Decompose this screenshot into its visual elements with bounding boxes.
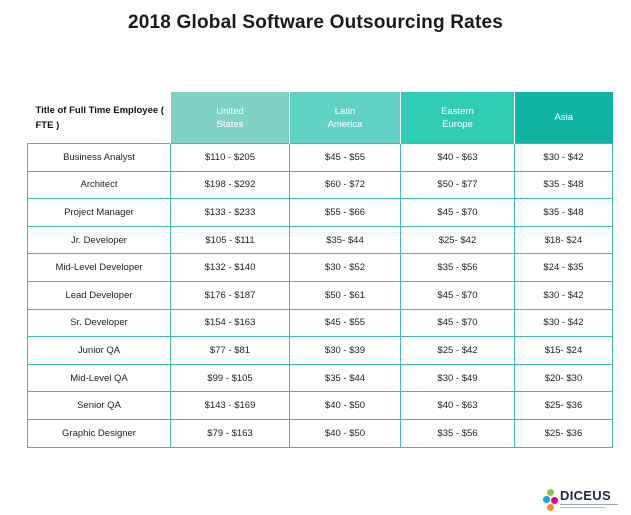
logo-wordmark: DICEUS [560, 488, 611, 503]
rate-cell: $176 - $187 [170, 280, 290, 310]
row-role-label: Lead Developer [27, 280, 171, 310]
rate-cell: $60 - $72 [289, 170, 401, 200]
diceus-logo: DICEUS [543, 487, 623, 513]
rate-cell: $25- $36 [514, 418, 613, 448]
rate-cell: $35 - $56 [400, 253, 515, 282]
logo-mark-icon [543, 489, 559, 511]
rate-cell: $15- $24 [514, 336, 613, 365]
rate-cell: $198 - $292 [170, 170, 290, 200]
table-row: Mid-Level QA $99 - $105 $35 - $44 $30 - $49… [27, 363, 613, 393]
row-role-label: Sr. Developer [27, 308, 171, 338]
rate-cell: $25- $36 [514, 391, 613, 420]
rate-cell: $35 - $56 [400, 418, 515, 448]
table-row: Graphic Designer $79 - $163 $40 - $50 $35 -… [27, 418, 613, 448]
header-row: Title of Full Time Employee ( FTE ) Unit… [27, 92, 613, 144]
rate-cell: $40 - $63 [400, 391, 515, 420]
rate-cell: $35 - $48 [514, 198, 613, 227]
rate-cell: $20- $30 [514, 363, 613, 393]
rate-cell: $132 - $140 [170, 253, 290, 282]
row-role-label: Architect [27, 170, 171, 200]
row-role-label: Senior QA [27, 391, 171, 420]
row-role-label: Project Manager [27, 198, 171, 227]
rate-cell: $30 - $49 [400, 363, 515, 393]
rate-cell: $105 - $111 [170, 225, 290, 255]
rate-cell: $40 - $50 [289, 418, 401, 448]
rate-cell: $35 - $44 [289, 363, 401, 393]
rate-cell: $154 - $163 [170, 308, 290, 338]
rate-cell: $45 - $70 [400, 308, 515, 338]
table-row: Lead Developer $176 - $187 $50 - $61 $45 - … [27, 280, 613, 310]
rate-cell: $25 - $42 [400, 336, 515, 365]
rate-cell: $40 - $63 [400, 143, 515, 172]
role-column-header: Title of Full Time Employee ( FTE ) [27, 92, 171, 144]
logo-dot [551, 497, 558, 504]
row-role-label: Mid-Level Developer [27, 253, 171, 282]
rate-cell: $30 - $52 [289, 253, 401, 282]
logo-dot [543, 496, 550, 503]
rate-cell: $35- $44 [289, 225, 401, 255]
table-row: Project Manager $133 - $233 $55 - $66 $45 -… [27, 198, 613, 227]
rate-cell: $24 - $35 [514, 253, 613, 282]
rate-cell: $35 - $48 [514, 170, 613, 200]
rate-cell: $143 - $169 [170, 391, 290, 420]
column-header-latin-america: Latin America [289, 92, 401, 144]
rate-cell: $25- $42 [400, 225, 515, 255]
rate-cell: $45 - $55 [289, 143, 401, 172]
rate-cell: $40 - $50 [289, 391, 401, 420]
table-row: Architect $198 - $292 $60 - $72 $50 - $77 $3… [27, 170, 613, 200]
row-role-label: Business Analyst [27, 143, 171, 172]
rate-cell: $45 - $70 [400, 280, 515, 310]
rate-cell: $45 - $55 [289, 308, 401, 338]
row-role-label: Graphic Designer [27, 418, 171, 448]
rate-cell: $45 - $70 [400, 198, 515, 227]
rate-cell: $77 - $81 [170, 336, 290, 365]
row-role-label: Mid-Level QA [27, 363, 171, 393]
table-row: Business Analyst $110 - $205 $45 - $55 $40 … [27, 143, 613, 172]
column-header-united-states: United States [170, 92, 290, 144]
rate-cell: $110 - $205 [170, 143, 290, 172]
rate-cell: $133 - $233 [170, 198, 290, 227]
rate-cell: $55 - $66 [289, 198, 401, 227]
logo-dot [547, 504, 554, 511]
rate-cell: $79 - $163 [170, 418, 290, 448]
rate-cell: $99 - $105 [170, 363, 290, 393]
row-role-label: Junior QA [27, 336, 171, 365]
column-header-asia: Asia [514, 92, 613, 144]
column-header-eastern-europe: Eastern Europe [400, 92, 515, 144]
table-row: Junior QA $77 - $81 $30 - $39 $25 - $42 $15-… [27, 336, 613, 365]
rate-cell: $30 - $42 [514, 280, 613, 310]
logo-tagline-line [560, 504, 618, 505]
table-row: Mid-Level Developer $132 - $140 $30 - $52 $… [27, 253, 613, 282]
rate-cell: $30 - $42 [514, 308, 613, 338]
row-role-label: Jr. Developer [27, 225, 171, 255]
rates-table: Title of Full Time Employee ( FTE ) Unit… [27, 92, 613, 448]
rate-cell: $30 - $39 [289, 336, 401, 365]
table-row: Jr. Developer $105 - $111 $35- $44 $25- $42… [27, 225, 613, 255]
table-row: Sr. Developer $154 - $163 $45 - $55 $45 - $… [27, 308, 613, 338]
logo-tagline-line [560, 507, 606, 508]
table-row: Senior QA $143 - $169 $40 - $50 $40 - $63 $2… [27, 391, 613, 420]
logo-dot [547, 489, 554, 496]
rate-cell: $18- $24 [514, 225, 613, 255]
rate-cell: $50 - $77 [400, 170, 515, 200]
rate-cell: $30 - $42 [514, 143, 613, 172]
rate-cell: $50 - $61 [289, 280, 401, 310]
chart-title: 2018 Global Software Outsourcing Rates [127, 12, 504, 33]
